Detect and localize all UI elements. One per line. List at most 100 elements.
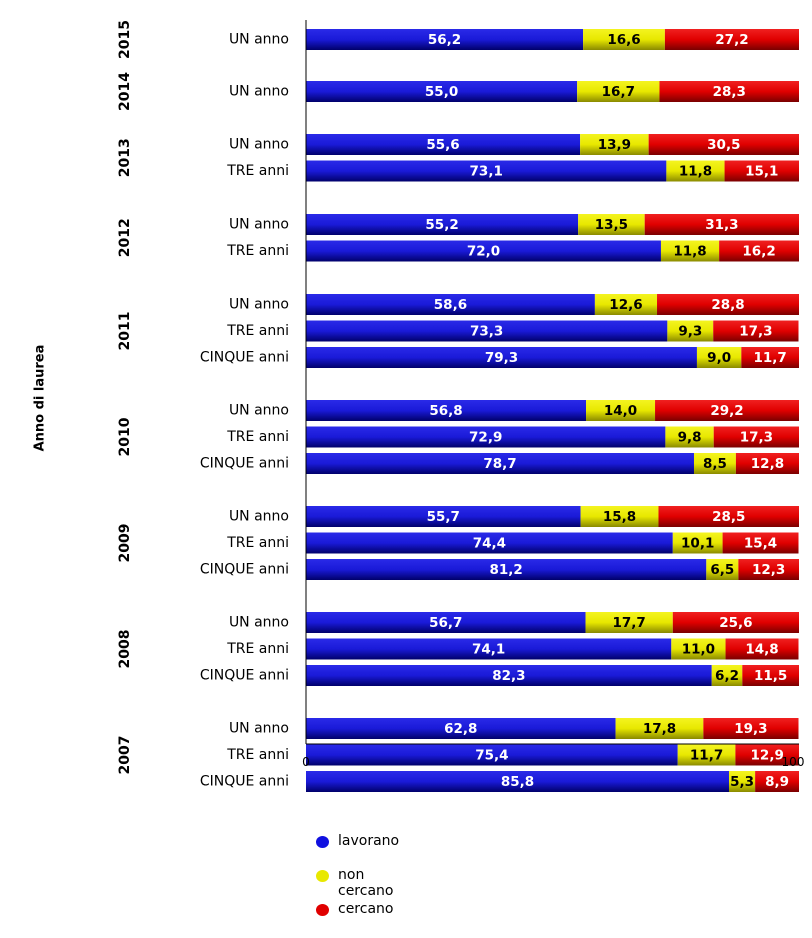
data-label-2011-cinque-anni-lavorano: 79,3 [485, 350, 518, 366]
bar-2009-cinque-anni-cercano [738, 559, 799, 580]
bar-2011-un-anno-lavorano [306, 294, 595, 315]
data-label-2009-tre-anni-non-cercano: 10,1 [681, 536, 714, 552]
data-label-2007-un-anno-lavorano: 62,8 [444, 721, 477, 737]
data-label-2010-cinque-anni-non-cercano: 8,5 [703, 456, 727, 472]
bar-2010-un-anno-cercano [655, 400, 799, 421]
bar-2007-cinque-anni-non-cercano [728, 771, 756, 792]
legend-label: non cercano [338, 867, 394, 899]
data-label-2010-tre-anni-non-cercano: 9,8 [678, 430, 702, 446]
data-label-2011-tre-anni-cercano: 17,3 [739, 324, 772, 340]
data-label-2013-un-anno-non-cercano: 13,9 [598, 137, 631, 153]
bar-2009-un-anno-lavorano [306, 506, 581, 527]
bar-2015-un-anno-cercano [664, 29, 799, 50]
data-label-2015-un-anno-lavorano: 56,2 [428, 32, 461, 48]
year-label-2013: 2013 [117, 138, 133, 177]
row-label-2012-un-anno: UN anno [229, 217, 289, 233]
bar-2008-un-anno-cercano [672, 612, 799, 633]
row-label-2013-tre-anni: TRE anni [226, 163, 289, 179]
bar-2008-tre-anni-non-cercano [671, 638, 726, 660]
data-label-2012-un-anno-cercano: 31,3 [705, 217, 738, 233]
bar-2012-un-anno-lavorano [306, 214, 579, 235]
data-label-2011-tre-anni-non-cercano: 9,3 [678, 324, 702, 340]
data-label-2013-un-anno-lavorano: 55,6 [426, 137, 459, 153]
data-label-2009-tre-anni-cercano: 15,4 [744, 536, 777, 552]
bar-2008-cinque-anni-non-cercano [711, 665, 743, 686]
data-label-2008-tre-anni-non-cercano: 11,0 [682, 642, 715, 658]
year-label-2010: 2010 [117, 417, 133, 456]
data-label-2013-un-anno-cercano: 30,5 [707, 137, 740, 153]
year-label-2008: 2008 [117, 630, 133, 669]
data-label-2009-cinque-anni-cercano: 12,3 [752, 562, 785, 578]
row-label-2009-tre-anni: TRE anni [226, 535, 289, 551]
data-label-2010-un-anno-non-cercano: 14,0 [604, 403, 637, 419]
bar-2007-cinque-anni-cercano [755, 771, 799, 792]
bar-2012-tre-anni-cercano [719, 240, 799, 262]
year-label-2007: 2007 [117, 736, 133, 775]
year-label-2015: 2015 [117, 20, 133, 59]
row-label-2015-un-anno: UN anno [229, 32, 289, 48]
data-label-2013-tre-anni-lavorano: 73,1 [470, 164, 503, 180]
row-label-2008-un-anno: UN anno [229, 615, 289, 631]
bar-2014-un-anno-cercano [659, 81, 799, 102]
bar-2008-tre-anni-lavorano [306, 638, 672, 660]
bar-2008-cinque-anni-lavorano [306, 665, 712, 686]
bar-2010-cinque-anni-lavorano [306, 453, 694, 474]
data-label-2007-cinque-anni-lavorano: 85,8 [501, 774, 534, 790]
data-label-2008-tre-anni-lavorano: 74,1 [472, 642, 505, 658]
bar-2009-tre-anni-cercano [722, 532, 799, 554]
bar-2012-tre-anni-lavorano [306, 240, 661, 262]
bar-2011-cinque-anni-lavorano [306, 347, 697, 368]
row-label-2011-un-anno: UN anno [229, 297, 289, 313]
bar-2013-tre-anni-cercano [724, 160, 799, 182]
data-label-2010-cinque-anni-cercano: 12,8 [751, 456, 784, 472]
legend-dot-cercano [316, 904, 329, 916]
data-label-2011-cinque-anni-cercano: 11,7 [754, 350, 787, 366]
legend-dot-lavorano [316, 836, 329, 848]
bar-2013-un-anno-lavorano [306, 134, 581, 155]
stacked-bar-chart: 2015 UN anno 56,2 16,6 27,2 2014 UN anno 55,0 16… [117, 20, 804, 792]
row-label-2010-cinque-anni: CINQUE anni [200, 456, 289, 472]
bar-2007-un-anno-lavorano [306, 718, 616, 739]
data-label-2007-cinque-anni-cercano: 8,9 [765, 774, 789, 790]
data-label-2010-un-anno-cercano: 29,2 [710, 403, 743, 419]
data-label-2012-tre-anni-cercano: 16,2 [742, 244, 775, 260]
bar-2009-cinque-anni-non-cercano [706, 559, 739, 580]
bar-2011-tre-anni-non-cercano [667, 320, 714, 342]
bar-2007-tre-anni-cercano [735, 744, 799, 766]
legend-dot-non-cercano [316, 870, 329, 882]
row-label-2007-tre-anni: TRE anni [226, 747, 289, 763]
bar-2013-tre-anni-non-cercano [666, 160, 725, 182]
data-label-2009-tre-anni-lavorano: 74,4 [473, 536, 506, 552]
bar-2007-un-anno-non-cercano [615, 718, 704, 739]
row-label-2009-un-anno: UN anno [229, 509, 289, 525]
bar-2009-cinque-anni-lavorano [306, 559, 707, 580]
data-label-2011-un-anno-non-cercano: 12,6 [609, 297, 642, 313]
data-label-2007-un-anno-cercano: 19,3 [734, 721, 767, 737]
bar-2011-cinque-anni-non-cercano [696, 347, 742, 368]
data-label-2014-un-anno-lavorano: 55,0 [425, 84, 458, 100]
bar-2008-un-anno-lavorano [306, 612, 586, 633]
bar-2010-cinque-anni-non-cercano [693, 453, 736, 474]
data-label-2009-un-anno-cercano: 28,5 [712, 509, 745, 525]
bar-2010-cinque-anni-cercano [735, 453, 799, 474]
data-label-2008-cinque-anni-non-cercano: 6,2 [715, 668, 739, 684]
bar-2010-un-anno-non-cercano [586, 400, 656, 421]
data-label-2007-tre-anni-non-cercano: 11,7 [690, 748, 723, 764]
data-label-2014-un-anno-non-cercano: 16,7 [602, 84, 635, 100]
row-label-2011-cinque-anni: CINQUE anni [200, 350, 289, 366]
year-label-2012: 2012 [117, 218, 133, 257]
x-tick-label-0: 0 [302, 755, 310, 769]
year-label-2011: 2011 [117, 312, 133, 351]
bar-2011-tre-anni-cercano [713, 320, 799, 342]
data-label-2007-tre-anni-cercano: 12,9 [751, 748, 784, 764]
bar-2008-tre-anni-cercano [725, 638, 799, 660]
bar-2009-tre-anni-non-cercano [672, 532, 723, 554]
data-label-2012-un-anno-lavorano: 55,2 [425, 217, 458, 233]
data-label-2007-cinque-anni-non-cercano: 5,3 [730, 774, 754, 790]
bar-2007-tre-anni-non-cercano [677, 744, 736, 766]
bar-2007-tre-anni-lavorano [306, 744, 678, 766]
row-label-2010-un-anno: UN anno [229, 403, 289, 419]
year-label-2014: 2014 [117, 72, 133, 111]
row-label-2007-un-anno: UN anno [229, 721, 289, 737]
bar-2015-un-anno-lavorano [306, 29, 584, 50]
